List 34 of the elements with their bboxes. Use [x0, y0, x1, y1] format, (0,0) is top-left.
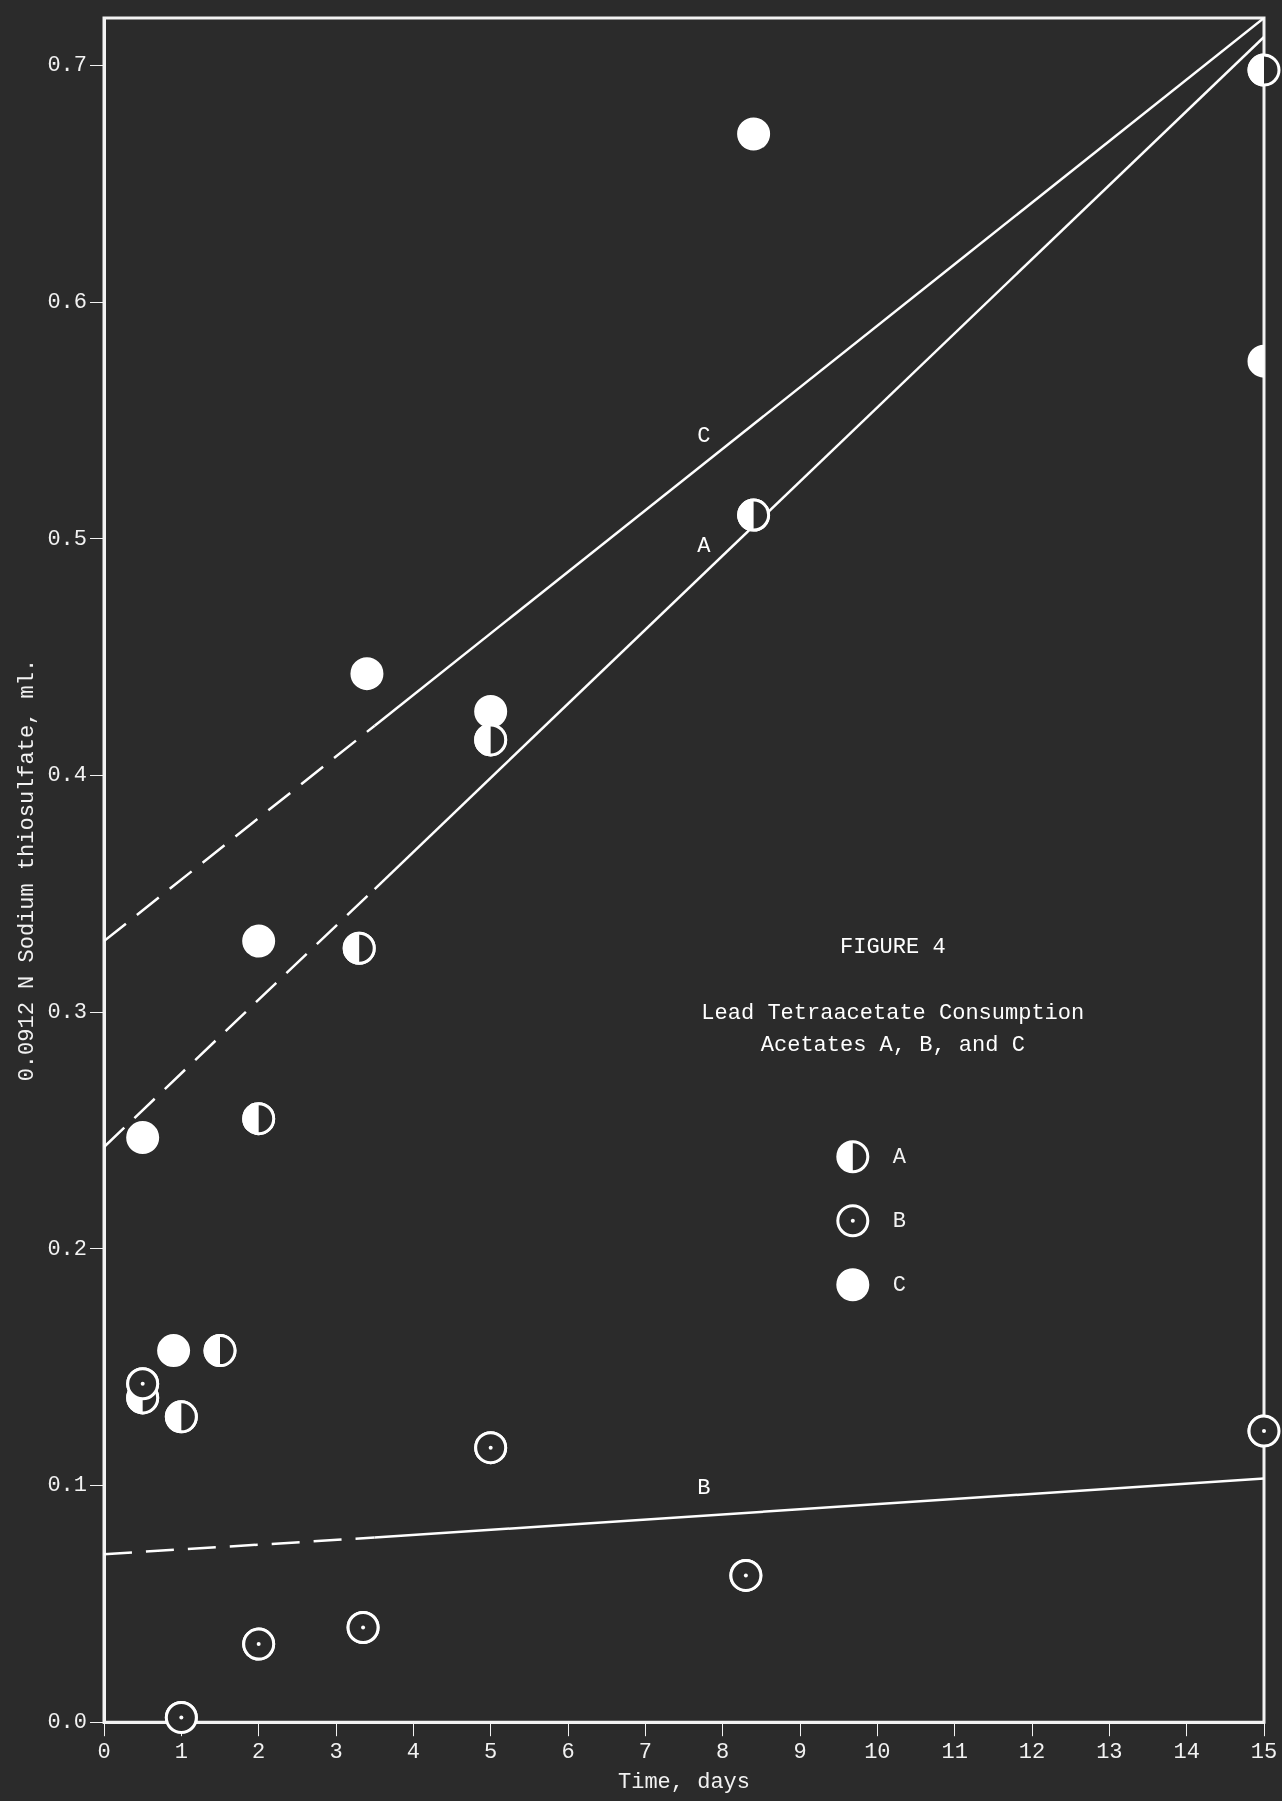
y-tick-label: 0.3	[47, 999, 88, 1025]
legend-label: A	[892, 1144, 907, 1170]
y-axis-title: 0.0912 N Sodium thiosulfate, ml.	[15, 658, 41, 1082]
x-tick-label: 5	[484, 1740, 498, 1766]
x-tick-label: 3	[329, 1740, 343, 1766]
x-tick-label: 14	[1173, 1740, 1200, 1766]
series-label: C	[697, 423, 711, 449]
y-tick-label: 0.7	[47, 53, 88, 79]
y-tick-label: 0.5	[47, 526, 88, 552]
x-tick-label: 7	[638, 1740, 652, 1766]
legend-label: B	[892, 1208, 907, 1234]
x-tick-label: 0	[97, 1740, 111, 1766]
x-tick-label: 9	[793, 1740, 807, 1766]
x-tick-label: 12	[1018, 1740, 1046, 1766]
y-tick-label: 0.4	[47, 763, 88, 789]
x-tick-label: 13	[1096, 1740, 1123, 1766]
y-tick-label: 0.2	[47, 1236, 88, 1262]
y-tick-label: 0.1	[47, 1473, 88, 1499]
x-tick-label: 4	[406, 1740, 420, 1766]
series-label: B	[697, 1475, 711, 1501]
legend-label: C	[892, 1272, 907, 1298]
x-tick-label: 11	[941, 1740, 968, 1766]
series-label: A	[697, 533, 712, 559]
x-tick-label: 15	[1250, 1740, 1278, 1766]
x-axis-title: Time, days	[617, 1769, 751, 1795]
y-tick-label: 0.6	[47, 289, 88, 315]
x-tick-label: 8	[716, 1740, 730, 1766]
x-tick-label: 6	[561, 1740, 575, 1766]
text: FIGURE 4	[839, 934, 946, 960]
y-tick-label: 0.0	[47, 1710, 88, 1736]
x-tick-label: 1	[174, 1740, 188, 1766]
x-tick-label: 2	[252, 1740, 266, 1766]
text: Lead Tetraacetate Consumption Acetates A, B, and C	[701, 1000, 1085, 1058]
x-tick-label: 10	[864, 1740, 891, 1766]
